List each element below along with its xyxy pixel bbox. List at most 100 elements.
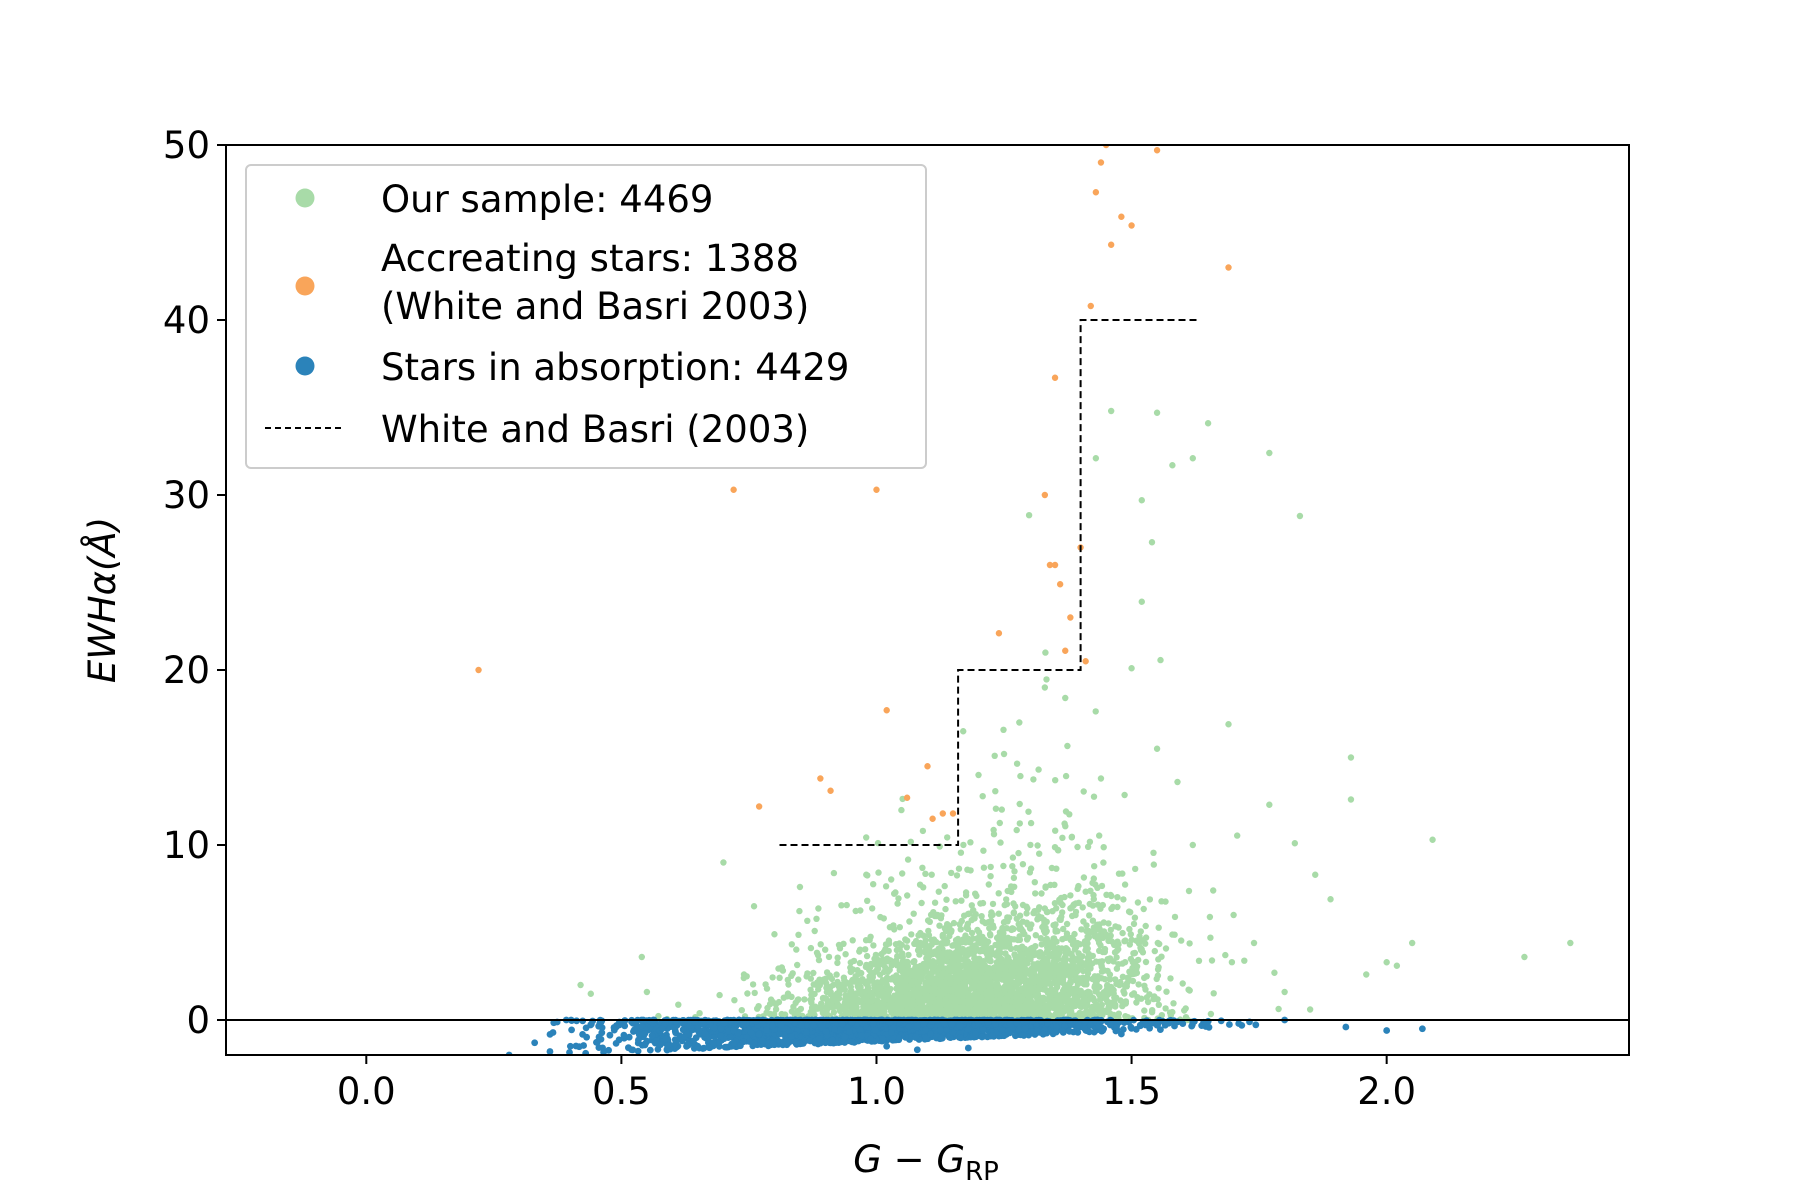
absorption-star-point bbox=[634, 1047, 642, 1055]
sample-point bbox=[853, 1007, 860, 1015]
accreting-star-point bbox=[939, 810, 947, 817]
sample-point bbox=[952, 898, 959, 905]
sample-point bbox=[942, 905, 949, 913]
sample-point bbox=[919, 864, 926, 871]
accreting-star-point bbox=[475, 666, 482, 674]
sample-point bbox=[1120, 987, 1127, 995]
sample-point bbox=[982, 945, 990, 952]
sample-point bbox=[896, 988, 903, 996]
sample-point bbox=[1076, 988, 1083, 995]
sample-point bbox=[935, 888, 942, 895]
sample-point bbox=[1170, 1000, 1177, 1007]
sample-point bbox=[873, 997, 881, 1004]
sample-point bbox=[1125, 908, 1133, 915]
sample-point bbox=[919, 827, 927, 835]
sample-point bbox=[964, 866, 971, 873]
sample-point bbox=[1157, 656, 1164, 664]
sample-point bbox=[833, 971, 840, 978]
sample-point bbox=[796, 883, 804, 891]
sample-point bbox=[1120, 896, 1127, 903]
sample-point bbox=[948, 869, 955, 877]
sample-point bbox=[1017, 772, 1024, 780]
sample-point bbox=[1103, 891, 1110, 898]
sample-point bbox=[1080, 874, 1088, 881]
sample-point bbox=[967, 969, 975, 977]
sample-point bbox=[1052, 947, 1059, 954]
sample-point bbox=[879, 993, 886, 1000]
sample-point bbox=[675, 1001, 682, 1008]
sample-point bbox=[1017, 967, 1024, 974]
sample-point bbox=[962, 973, 969, 980]
sample-point bbox=[767, 1010, 774, 1018]
sample-point bbox=[1002, 950, 1009, 957]
sample-point bbox=[919, 996, 926, 1004]
sample-point bbox=[1055, 977, 1063, 984]
accreting-star-point bbox=[1092, 189, 1100, 196]
sample-point bbox=[1013, 957, 1020, 965]
sample-point bbox=[1040, 921, 1048, 929]
sample-point bbox=[1155, 985, 1162, 992]
sample-point bbox=[1007, 883, 1015, 890]
sample-point bbox=[1007, 1010, 1015, 1017]
sample-point bbox=[1142, 958, 1150, 966]
sample-point bbox=[1266, 801, 1273, 808]
sample-point bbox=[997, 949, 1004, 957]
sample-point bbox=[987, 917, 995, 924]
sample-point bbox=[995, 890, 1002, 897]
sample-point bbox=[852, 977, 860, 985]
sample-point bbox=[1035, 973, 1042, 981]
sample-point bbox=[919, 1009, 927, 1016]
sample-point bbox=[1111, 994, 1118, 1001]
sample-point bbox=[1003, 943, 1010, 950]
sample-point bbox=[973, 963, 980, 970]
sample-point bbox=[892, 957, 900, 964]
sample-point bbox=[896, 924, 903, 931]
sample-point bbox=[1025, 512, 1033, 519]
sample-point bbox=[980, 864, 988, 871]
sample-point bbox=[820, 976, 828, 983]
sample-point bbox=[1092, 455, 1100, 462]
sample-point bbox=[991, 752, 998, 759]
sample-point bbox=[1163, 988, 1170, 995]
sample-point bbox=[1222, 951, 1229, 959]
sample-point bbox=[1327, 896, 1334, 903]
sample-point bbox=[977, 995, 984, 1002]
sample-point bbox=[1062, 934, 1070, 941]
sample-point bbox=[1098, 961, 1105, 968]
sample-point bbox=[804, 917, 811, 924]
sample-point bbox=[904, 962, 911, 969]
sample-point bbox=[1016, 719, 1023, 726]
sample-point bbox=[1067, 892, 1074, 899]
accreting-star-point bbox=[949, 810, 957, 817]
sample-point bbox=[1036, 983, 1043, 990]
sample-point bbox=[995, 991, 1002, 998]
sample-point bbox=[1077, 1011, 1084, 1018]
sample-point bbox=[960, 841, 967, 849]
sample-point bbox=[1185, 887, 1193, 895]
sample-point bbox=[1139, 949, 1147, 956]
sample-point bbox=[1148, 1009, 1156, 1016]
sample-point bbox=[1057, 899, 1064, 907]
sample-point bbox=[987, 863, 994, 871]
sample-point bbox=[904, 993, 911, 1000]
sample-point bbox=[1133, 999, 1140, 1006]
sample-point bbox=[889, 997, 896, 1004]
sample-point bbox=[643, 988, 651, 996]
sample-point bbox=[992, 805, 1000, 812]
sample-point bbox=[989, 900, 997, 908]
sample-point bbox=[1195, 957, 1203, 964]
sample-point bbox=[992, 788, 999, 795]
sample-point bbox=[776, 974, 783, 981]
sample-point bbox=[587, 990, 594, 997]
sample-point bbox=[836, 945, 844, 952]
sample-point bbox=[1091, 863, 1098, 870]
accreting-star-point bbox=[1051, 561, 1059, 569]
sample-point bbox=[898, 806, 905, 814]
accreting-star-point bbox=[1056, 581, 1064, 588]
sample-point bbox=[1037, 935, 1045, 942]
sample-point bbox=[830, 1009, 838, 1016]
sample-point bbox=[1029, 1006, 1036, 1013]
sample-point bbox=[1142, 934, 1150, 941]
sample-point bbox=[1035, 964, 1043, 972]
sample-point bbox=[1013, 990, 1020, 997]
